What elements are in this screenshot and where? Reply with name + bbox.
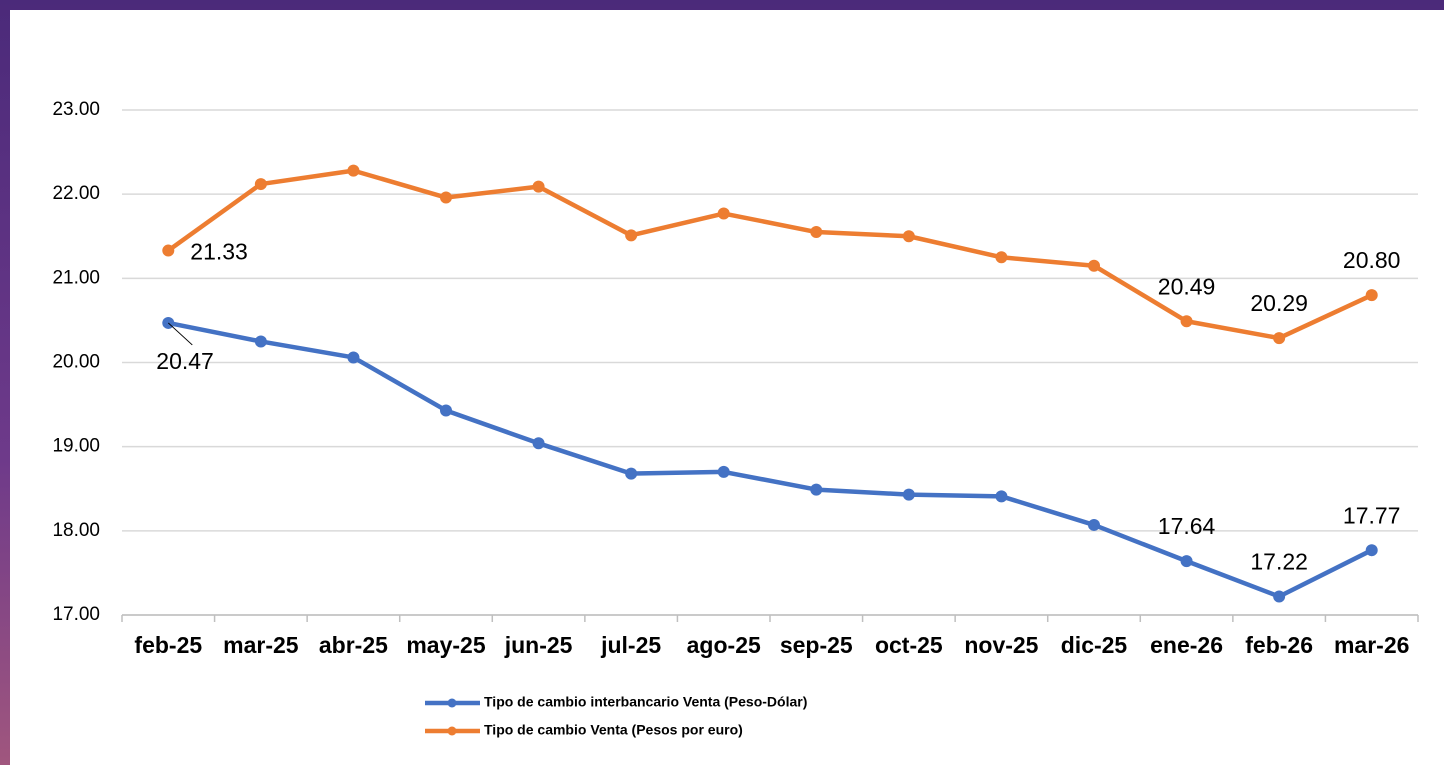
x-tick-label: may-25 <box>406 632 485 658</box>
data-point <box>347 351 360 364</box>
data-label: 20.80 <box>1343 247 1401 273</box>
data-point <box>532 437 545 450</box>
data-point <box>810 226 823 239</box>
x-tick-label: mar-26 <box>1334 632 1409 658</box>
data-label: 20.49 <box>1158 273 1216 299</box>
x-tick-label: ene-26 <box>1150 632 1223 658</box>
data-label: 20.29 <box>1250 290 1308 316</box>
data-label: 17.64 <box>1158 513 1216 539</box>
data-label: 20.47 <box>156 348 214 374</box>
series-line <box>166 168 1373 341</box>
data-point <box>440 404 452 417</box>
data-point <box>1365 544 1378 557</box>
data-point <box>717 465 730 478</box>
data-point <box>625 229 638 242</box>
data-point <box>717 207 730 220</box>
data-point <box>1365 289 1378 302</box>
data-point <box>440 191 452 204</box>
data-point <box>254 178 267 191</box>
x-tick-label: oct-25 <box>875 632 943 658</box>
legend-label: Tipo de cambio Venta (Pesos por euro) <box>484 722 743 738</box>
data-point <box>625 467 638 480</box>
data-point <box>254 335 267 348</box>
leader-line <box>167 322 193 346</box>
y-tick-label: 21.00 <box>52 267 100 288</box>
data-point <box>902 488 915 501</box>
legend-label: Tipo de cambio interbancario Venta (Peso… <box>484 694 807 710</box>
data-point <box>1180 555 1193 568</box>
x-tick-label: feb-25 <box>134 632 202 658</box>
data-point <box>995 490 1008 503</box>
x-tick-label: mar-25 <box>223 632 299 658</box>
y-tick-label: 18.00 <box>52 520 100 541</box>
data-point <box>1088 259 1100 272</box>
x-tick-label: dic-25 <box>1061 632 1128 658</box>
x-tick-label: feb-26 <box>1245 632 1313 658</box>
data-point <box>902 230 915 243</box>
data-label: 17.77 <box>1343 502 1401 528</box>
x-tick-label: abr-25 <box>319 632 388 658</box>
data-point <box>995 251 1008 264</box>
y-tick-label: 22.00 <box>52 183 100 204</box>
data-point <box>347 164 360 177</box>
data-point <box>1180 315 1193 328</box>
data-point <box>1088 518 1100 531</box>
x-tick-label: jun-25 <box>504 632 573 658</box>
y-tick-label: 20.00 <box>52 352 100 373</box>
data-label: 21.33 <box>190 239 248 265</box>
data-point <box>1273 332 1286 345</box>
data-point <box>532 180 545 193</box>
legend-marker <box>447 698 457 708</box>
data-point <box>162 244 175 257</box>
y-tick-label: 19.00 <box>52 436 100 457</box>
series-line <box>167 320 1373 599</box>
x-tick-label: jul-25 <box>600 632 661 658</box>
y-tick-label: 17.00 <box>52 604 100 625</box>
x-tick-label: sep-25 <box>780 632 853 658</box>
y-tick-label: 23.00 <box>52 99 100 120</box>
legend-marker <box>447 726 457 736</box>
x-tick-label: nov-25 <box>964 632 1038 658</box>
data-point <box>1273 590 1286 603</box>
x-tick-label: ago-25 <box>687 632 761 658</box>
chart: 17.00 18.00 19.00 20.00 21.00 22.00 23.00 feb-2… <box>10 10 1444 765</box>
data-point <box>810 483 823 496</box>
data-label: 17.22 <box>1250 549 1308 575</box>
